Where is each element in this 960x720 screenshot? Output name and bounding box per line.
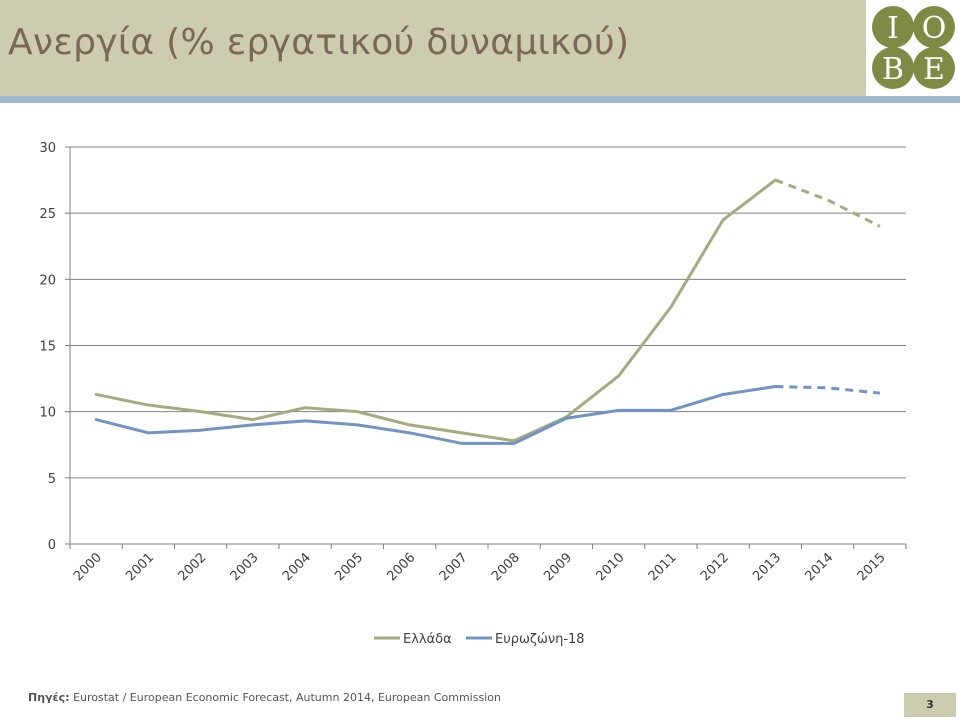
x-tick-label: 2009 [541,550,575,584]
series-forecast-line-1 [774,178,881,228]
header-divider [0,96,960,103]
x-tick-label: 2011 [646,550,680,584]
x-tick-label: 2008 [489,550,523,584]
x-tick-label: 2012 [698,550,732,584]
source-text: Eurostat / European Economic Forecast, A… [73,691,501,704]
y-tick-label: 0 [48,538,56,553]
logo-letter-o: O [922,11,947,46]
y-tick-label: 5 [48,472,56,487]
logo-letter-i: I [887,11,899,46]
page-title: Ανεργία (% εργατικού δυναμικού) [8,22,630,63]
series-line-1 [94,178,777,443]
legend-label: Ευρωζώνη-18 [495,632,585,647]
y-tick-label: 20 [39,273,56,288]
x-tick-label: 2002 [175,550,209,584]
logo-circle-i [872,6,914,48]
source-label: Πηγές: [28,691,70,704]
header: Ανεργία (% εργατικού δυναμικού) [0,0,866,96]
logo-letter-e: E [923,52,945,87]
x-tick-label: 2014 [802,550,836,584]
y-tick-label: 30 [39,141,56,156]
x-tick-label: 2015 [855,550,889,584]
logo-letter-b: B [882,52,904,87]
series-lines [94,178,881,445]
y-tick-label: 10 [39,406,56,421]
x-tick-label: 2006 [384,550,418,584]
series-forecast-line-2 [775,385,881,395]
source-note: Πηγές: Eurostat / European Economic Fore… [28,691,501,704]
x-tick-label: 2005 [332,550,366,584]
iobe-logo-icon: I O B E [872,6,955,89]
x-tick-label: 2004 [280,550,314,584]
logo: I O B E [866,0,960,96]
y-tick-label: 25 [39,207,56,222]
legend-label: Ελλάδα [403,632,452,647]
x-tick-label: 2000 [71,550,105,584]
x-tick-label: 2003 [228,550,262,584]
grid-lines [70,146,906,479]
logo-circle-o [913,6,955,48]
x-tick-label: 2013 [750,550,784,584]
x-tick-label: 2007 [437,550,471,584]
y-tick-label: 15 [39,340,56,355]
unemployment-line-chart: 0 5 10 15 20 25 30 2000 2001 2002 2003 2004 2005 2006… [39,141,907,647]
axes: 0 5 10 15 20 25 30 2000 2001 2002 2003 2004 2005 2006… [39,141,907,584]
logo-circle-b [872,47,914,89]
legend: Ελλάδα Ευρωζώνη-18 [374,632,585,647]
x-tick-label: 2001 [123,550,157,584]
series-line-2 [94,385,777,445]
logo-circle-e [913,47,955,89]
x-tick-label: 2010 [593,550,627,584]
page-number: 3 [904,693,956,717]
